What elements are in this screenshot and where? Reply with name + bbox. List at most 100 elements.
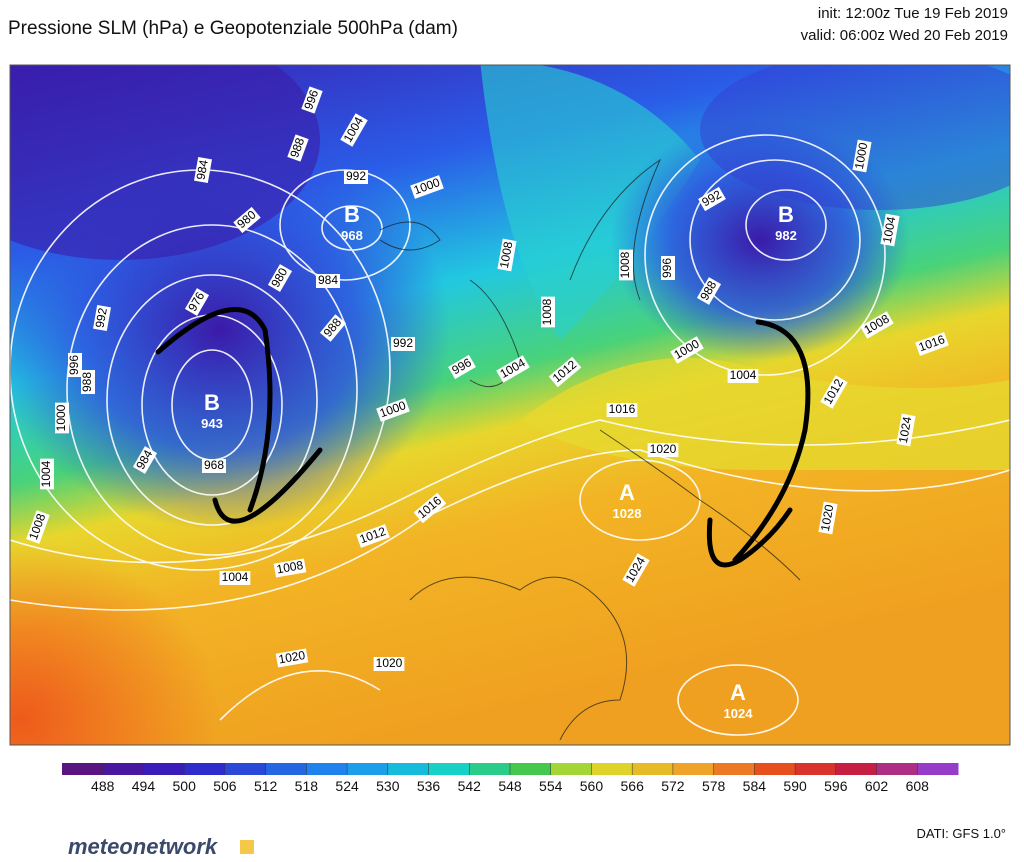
isobar-label: 996: [67, 352, 82, 378]
isobar-label-text: 1000: [852, 141, 870, 170]
isobar-label-text: 1024: [896, 415, 914, 444]
pressure-center-value: 1028: [613, 506, 642, 521]
isobar-label: 988: [287, 134, 309, 162]
isobar-label-text: 996: [67, 355, 81, 375]
colorbar-segment: [795, 763, 837, 775]
isobar-label-bg: [820, 375, 848, 409]
isobar-label-bg: [376, 398, 410, 422]
isobar-label-bg: [410, 175, 444, 199]
colorbar-segment: [876, 763, 918, 775]
isobar-label-text: 996: [660, 258, 674, 278]
isobar-label: 988: [80, 369, 95, 395]
isobar-label-bg: [541, 296, 555, 328]
colorbar-segment: [917, 763, 959, 775]
isobar-label: 1016: [606, 402, 638, 417]
colorbar-tick-label: 578: [702, 778, 726, 794]
colorbar-segment: [754, 763, 796, 775]
pressure-center-letter: B: [204, 390, 220, 415]
colorbar-tick-label: 572: [661, 778, 685, 794]
colorbar-segment: [265, 763, 307, 775]
valid-time: valid: 06:00z Wed 20 Feb 2019: [801, 27, 1008, 44]
pressure-center-value: 982: [775, 228, 797, 243]
colorbar-tick-label: 566: [621, 778, 645, 794]
isobar-label: 1004: [880, 213, 900, 247]
isobar-label-bg: [496, 355, 530, 383]
colorbar-tick-label: 596: [824, 778, 848, 794]
isobar-label-bg: [81, 369, 95, 395]
colorbar-segment: [591, 763, 633, 775]
isobar-label: 1020: [647, 442, 679, 457]
colorbar-tick-label: 518: [295, 778, 319, 794]
isobar-label: 1020: [373, 656, 405, 671]
isobar-label-text: 1008: [618, 251, 632, 278]
colorbar-tick-label: 506: [213, 778, 237, 794]
isobar-label-bg: [315, 274, 341, 288]
pressure-center-letter: B: [344, 202, 360, 227]
isobar-label: 1000: [54, 402, 69, 434]
colorbar-segment: [102, 763, 144, 775]
isobar-label-text: 1016: [609, 402, 636, 416]
isobar-label-text: 1008: [540, 298, 554, 325]
isobar-label-text: 1000: [54, 404, 68, 431]
isobar-label-bg: [68, 352, 82, 378]
isobar-label-bg: [606, 403, 638, 417]
colorbar-segment: [387, 763, 430, 775]
colorbar-tick-label: 602: [865, 778, 889, 794]
isobar-label-text: 968: [204, 458, 224, 472]
isobar-label-bg: [818, 501, 838, 535]
logo: meteonetwork: [68, 834, 219, 859]
isobar-label: 992: [343, 169, 369, 184]
pressure-center-letter: B: [778, 202, 794, 227]
isobar-label-bg: [622, 553, 650, 587]
isobar-label-bg: [548, 356, 582, 388]
isobar-label-text: 1004: [730, 368, 757, 382]
isobar-label: 984: [315, 273, 341, 288]
isobar-label: 1000: [852, 139, 872, 173]
isobar-label-bg: [413, 492, 447, 524]
isobar-label-bg: [301, 86, 323, 114]
colorbar-segment: [550, 763, 592, 775]
colorbar-segment: [672, 763, 715, 775]
isobar-label-bg: [132, 446, 158, 474]
pressure-center-value: 968: [341, 228, 363, 243]
colorbar-tick-label: 494: [132, 778, 156, 794]
isobar-label-bg: [343, 170, 369, 184]
pressure-center-letter: A: [730, 680, 746, 705]
isobar-label-text: 992: [346, 169, 366, 183]
pressure-center-letter: A: [619, 480, 635, 505]
colorbar-tick-label: 500: [173, 778, 197, 794]
logo-square: [240, 840, 254, 854]
data-source: DATI: GFS 1.0°: [917, 826, 1006, 841]
isobar-label-bg: [356, 524, 390, 548]
isobar-label: 1020: [275, 648, 309, 668]
isobar-label-text: 984: [318, 273, 338, 287]
init-time: init: 12:00z Tue 19 Feb 2019: [818, 5, 1008, 22]
colorbar-segment: [835, 763, 878, 775]
colorbar-tick-label: 584: [743, 778, 767, 794]
title: Pressione SLM (hPa) e Geopotenziale 500h…: [8, 18, 458, 39]
isobar-label: 1008: [497, 238, 517, 272]
colorbar-segment: [428, 763, 470, 775]
colorbar-tick-label: 560: [580, 778, 604, 794]
isobar-label-bg: [860, 311, 894, 339]
isobar-label: 1004: [727, 368, 759, 383]
colorbar-segment: [347, 763, 389, 775]
isobar-label-bg: [184, 288, 210, 316]
isobar-label-bg: [448, 354, 476, 380]
isobar-label: 992: [93, 304, 111, 332]
isobar-label-text: 988: [287, 136, 307, 160]
colorbar-tick-label: 536: [417, 778, 441, 794]
isobar-label-bg: [390, 337, 416, 351]
isobar-label: 1008: [618, 249, 633, 281]
isobar-label-bg: [647, 443, 679, 457]
isobar-label: 1008: [273, 558, 307, 578]
isobar-label-bg: [727, 369, 759, 383]
isobar-label-text: 992: [393, 336, 413, 350]
isobar-label-bg: [201, 459, 227, 473]
isobar-label: 996: [660, 255, 675, 281]
isobar-label-text: 992: [93, 306, 110, 328]
isobar-label-bg: [896, 413, 916, 447]
colorbar-segment: [224, 763, 267, 775]
